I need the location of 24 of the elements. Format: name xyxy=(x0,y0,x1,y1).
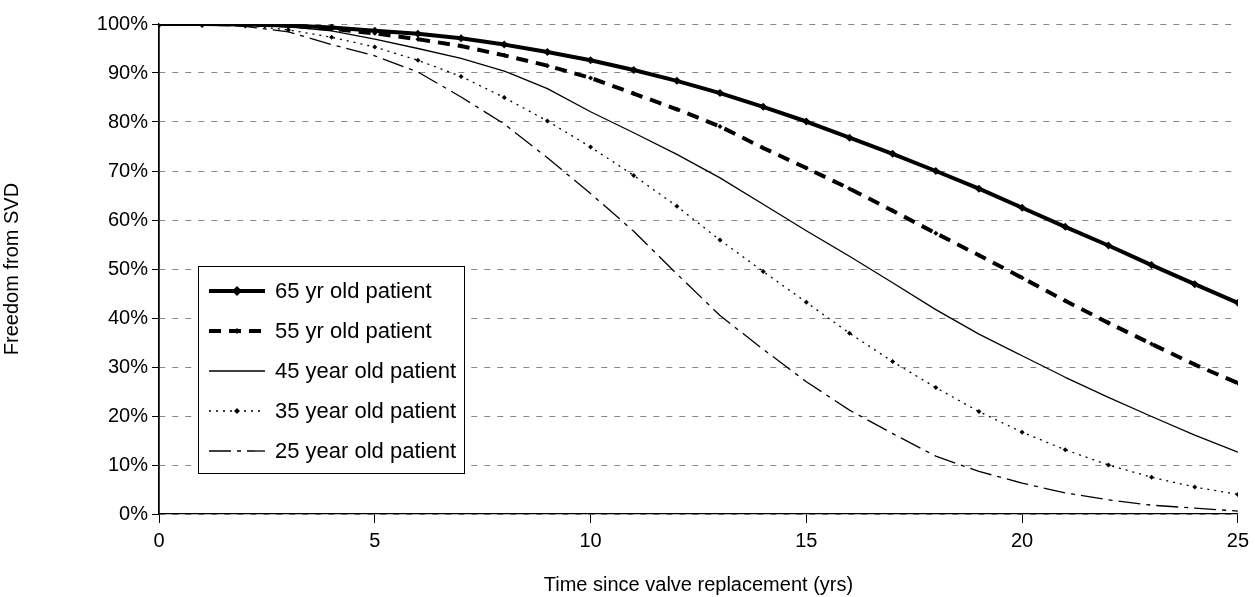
legend-label: 65 yr old patient xyxy=(275,278,432,304)
y-tick-label: 90% xyxy=(107,60,149,83)
x-tick-label: 5 xyxy=(369,528,381,551)
legend-label: 55 yr old patient xyxy=(275,318,432,344)
y-tick-label: 30% xyxy=(107,354,149,377)
y-tick-label: 70% xyxy=(107,158,149,181)
x-tick-label: 25 xyxy=(1226,528,1249,551)
legend-label: 25 year old patient xyxy=(275,438,457,464)
y-tick-label: 0% xyxy=(119,501,149,524)
y-tick-label: 100% xyxy=(96,11,149,34)
y-tick-label: 10% xyxy=(107,452,149,475)
y-tick-label: 60% xyxy=(107,207,149,230)
y-axis-title: Freedom from SVD xyxy=(0,182,22,356)
x-tick-label: 15 xyxy=(795,528,818,551)
y-tick-label: 40% xyxy=(107,305,149,328)
legend-label: 45 year old patient xyxy=(275,358,457,384)
y-tick-label: 50% xyxy=(107,256,149,279)
x-axis-title: Time since valve replacement (yrs) xyxy=(543,572,854,595)
y-tick-label: 20% xyxy=(107,403,149,426)
x-tick-label: 0 xyxy=(153,528,165,551)
legend-label: 35 year old patient xyxy=(275,398,457,424)
x-tick-label: 10 xyxy=(579,528,602,551)
y-tick-label: 80% xyxy=(107,109,149,132)
x-tick-label: 20 xyxy=(1010,528,1034,551)
